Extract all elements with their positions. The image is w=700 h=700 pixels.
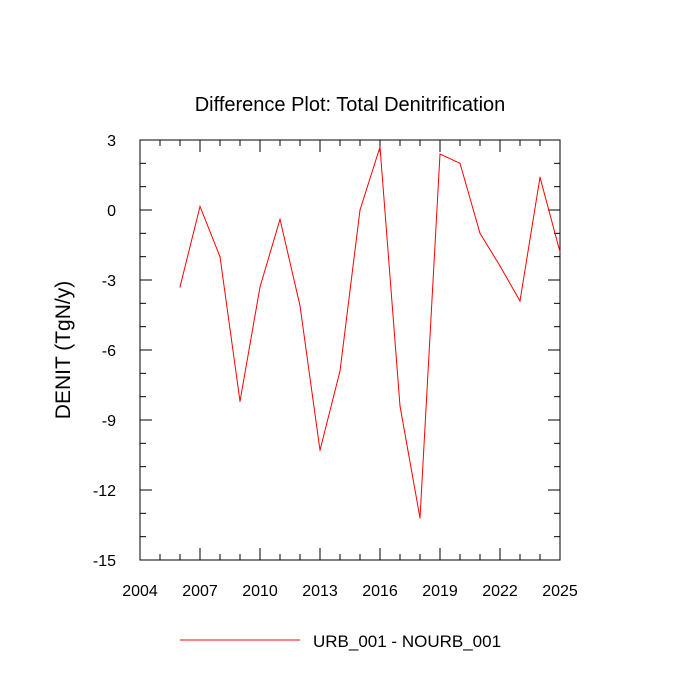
legend: URB_001 - NOURB_001 (180, 632, 501, 651)
x-tick-label: 2019 (422, 583, 458, 600)
data-point (359, 209, 361, 211)
data-point (199, 205, 201, 208)
data-point (339, 370, 341, 372)
y-tick-label: -6 (102, 343, 116, 360)
data-point (459, 162, 461, 164)
data-point (419, 517, 421, 519)
data-point (179, 286, 181, 288)
plot-frame (139, 139, 561, 561)
x-tick-label: 2022 (482, 583, 518, 600)
y-tick-label: 0 (107, 203, 116, 220)
data-point (279, 218, 281, 220)
axis-ticks (139, 139, 561, 561)
x-tick-label: 2016 (362, 583, 398, 600)
data-point (519, 300, 521, 302)
data-point (399, 405, 401, 407)
chart-title: Difference Plot: Total Denitrification (195, 94, 506, 116)
x-tick-label: 2004 (122, 583, 158, 600)
y-tick-label: -12 (93, 483, 116, 500)
data-point (239, 400, 241, 402)
data-point (499, 265, 501, 267)
series-points (179, 146, 561, 519)
x-tick-label: 2010 (242, 583, 278, 600)
y-tick-labels: -15 -12 -9 -6 -3 0 3 (93, 133, 116, 570)
data-point (299, 305, 301, 307)
x-tick-label: 2025 (542, 583, 578, 600)
series-line (179, 146, 561, 519)
data-point (479, 232, 481, 234)
y-axis-label: DENIT (TgN/y) (52, 281, 75, 419)
data-point (259, 286, 261, 288)
y-tick-label: 3 (107, 133, 116, 150)
data-point (319, 449, 321, 451)
data-point (379, 146, 381, 148)
x-tick-label: 2013 (302, 583, 338, 600)
x-tick-label: 2007 (182, 583, 218, 600)
y-tick-label: -15 (93, 553, 116, 570)
data-point (539, 176, 541, 178)
data-point (559, 251, 561, 253)
y-tick-label: -9 (102, 413, 116, 430)
legend-label: URB_001 - NOURB_001 (313, 632, 501, 651)
data-point (439, 153, 441, 155)
y-tick-label: -3 (102, 273, 116, 290)
x-tick-labels: 2004 2007 2010 2013 2016 2019 2022 2025 (122, 583, 578, 600)
data-point (219, 256, 221, 258)
